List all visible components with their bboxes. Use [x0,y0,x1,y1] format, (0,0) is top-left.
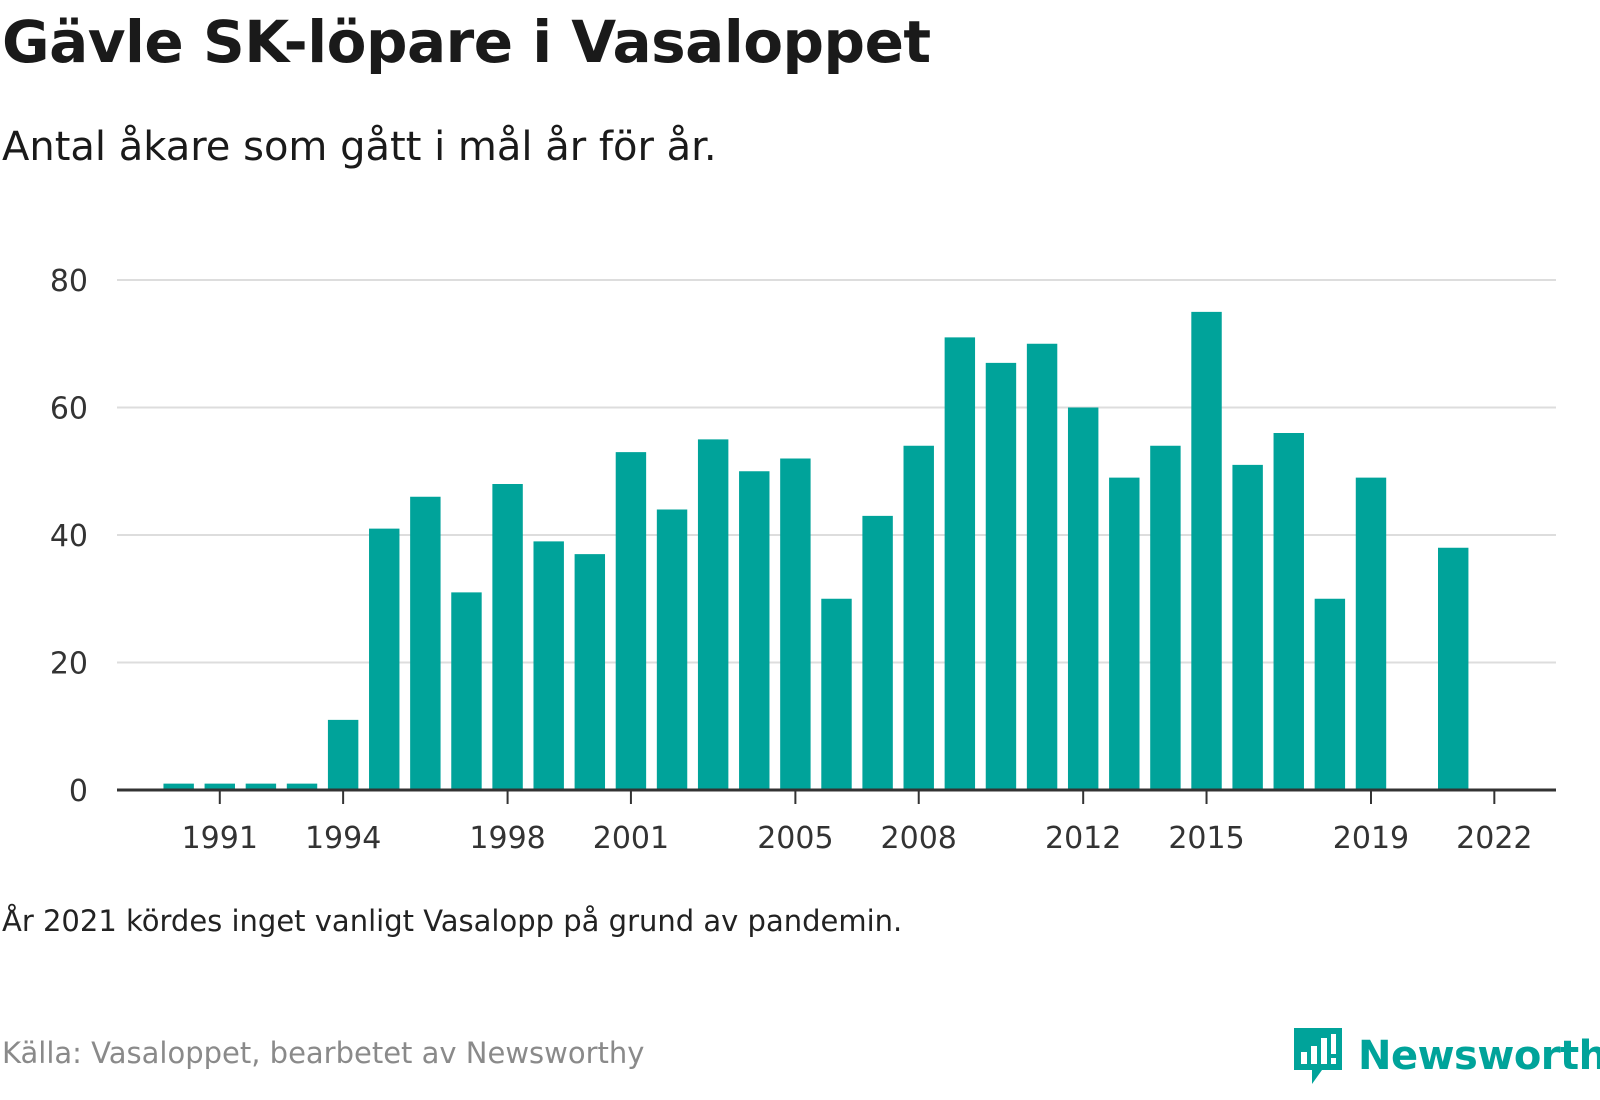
bar [286,783,318,790]
bar [1355,477,1387,790]
bar [245,783,277,790]
x-tick-label: 2019 [1333,821,1409,856]
bar [533,541,564,790]
bar [1067,407,1099,790]
bar [739,471,770,790]
bar [656,509,688,790]
bar [862,515,893,790]
bar [410,496,441,790]
bar [327,719,359,790]
x-tick-label: 2022 [1456,821,1532,856]
bar-chart-speech-bubble-icon [1294,1028,1342,1084]
bar [615,452,647,790]
bar [574,554,606,790]
y-tick-label: 60 [50,392,88,427]
bar [985,362,1017,790]
chart-subtitle: Antal åkare som gått i mål år för år. [2,124,717,170]
logo-text: Newsworthy [1358,1033,1600,1079]
bar [1026,343,1058,790]
chart-title: Gävle SK-löpare i Vasaloppet [2,8,931,76]
y-tick-label: 20 [50,647,88,682]
x-tick-label: 1994 [305,821,381,856]
bar [204,783,235,790]
x-tick-label: 2005 [757,821,833,856]
source-credit: Källa: Vasaloppet, bearbetet av Newswort… [2,1036,645,1070]
chart-note: År 2021 kördes inget vanligt Vasalopp på… [2,904,903,938]
y-tick-label: 80 [50,264,88,299]
x-tick-label: 1991 [182,821,258,856]
x-tick-label: 2012 [1045,821,1121,856]
bar [903,445,934,790]
bar [1438,547,1469,790]
newsworthy-logo: Newsworthy [1290,1024,1600,1088]
bar [369,528,400,790]
bar-chart: 0 20 40 60 80 1991 1994 1998 2001 2005 2008 2012 201… [50,264,1556,856]
bar [163,783,194,790]
bar [1150,445,1181,790]
bar [1273,433,1304,790]
bar [780,458,811,790]
x-tick-label: 1998 [469,821,545,856]
bar [1109,477,1140,790]
y-tick-label: 0 [69,774,88,809]
bar [1232,464,1263,790]
bar [492,484,523,790]
bar [944,337,976,790]
bar [821,598,852,790]
x-tick-label: 2001 [593,821,669,856]
bar [451,592,482,790]
bar [1191,311,1222,790]
bar [697,439,729,790]
bar [1314,598,1346,790]
y-tick-label: 40 [50,519,88,554]
x-tick-label: 2008 [881,821,957,856]
x-tick-label: 2015 [1168,821,1244,856]
